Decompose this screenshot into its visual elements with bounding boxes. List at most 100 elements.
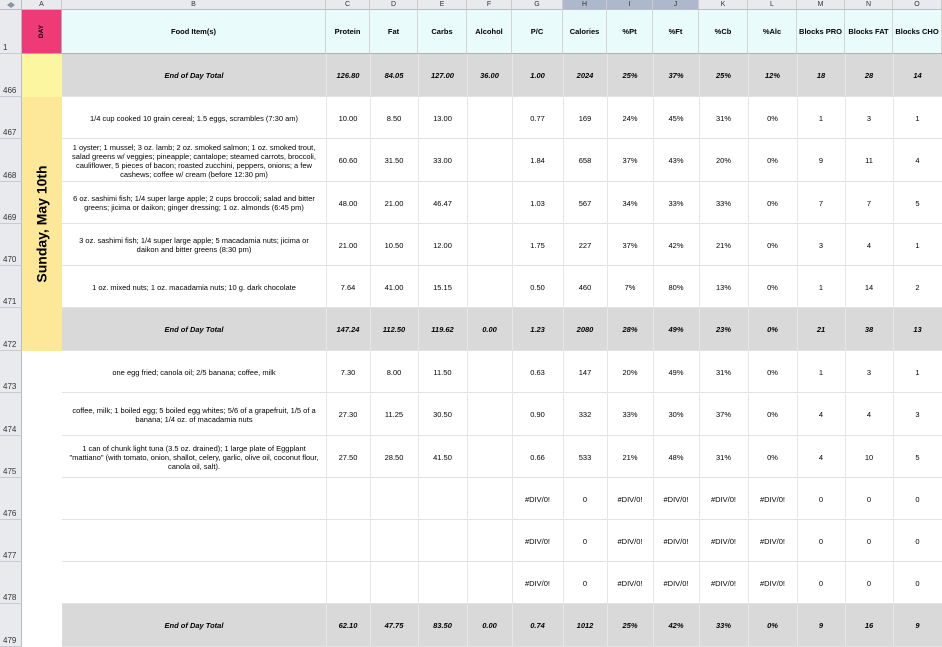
value-cell-n[interactable]: 14 bbox=[864, 282, 874, 292]
value-cell-n[interactable]: 0 bbox=[866, 578, 872, 588]
value-cell-d[interactable]: 41.00 bbox=[384, 282, 404, 292]
value-cell-h[interactable]: 1012 bbox=[576, 621, 594, 630]
column-header-g[interactable]: G bbox=[512, 0, 563, 10]
day-cell-a466[interactable] bbox=[22, 54, 62, 97]
value-cell-n[interactable]: 10 bbox=[864, 452, 874, 462]
header-cell-blocks-pro[interactable]: Blocks PRO bbox=[797, 10, 845, 54]
value-cell-k[interactable]: 13% bbox=[715, 282, 731, 292]
column-header-b[interactable]: B bbox=[62, 0, 326, 10]
value-cell-k[interactable]: 37% bbox=[715, 410, 731, 419]
value-cell-l[interactable]: 0% bbox=[767, 282, 778, 292]
value-cell-g[interactable]: 1.23 bbox=[530, 325, 545, 334]
value-cell-l[interactable]: #DIV/0! bbox=[759, 536, 785, 546]
value-cell-m[interactable]: 3 bbox=[818, 240, 824, 250]
value-cell-i[interactable]: 20% bbox=[622, 367, 638, 377]
value-cell-g[interactable]: 0.50 bbox=[530, 282, 545, 292]
select-all-corner[interactable] bbox=[0, 0, 22, 10]
value-cell-h[interactable]: 227 bbox=[578, 240, 592, 250]
value-cell-e[interactable] bbox=[418, 562, 467, 604]
header-cell-carbs[interactable]: Carbs bbox=[418, 10, 467, 54]
value-cell-o[interactable]: 1 bbox=[915, 367, 920, 377]
value-cell-d[interactable] bbox=[370, 478, 418, 520]
value-cell-h[interactable]: 567 bbox=[578, 198, 592, 208]
food-item-cell[interactable]: coffee, milk; 1 boiled egg; 5 boiled egg… bbox=[72, 405, 316, 424]
value-cell-c[interactable]: 27.30 bbox=[338, 410, 358, 419]
value-cell-o[interactable]: 0 bbox=[915, 578, 920, 588]
value-cell-i[interactable]: 33% bbox=[622, 410, 638, 419]
value-cell-c[interactable]: 10.00 bbox=[338, 113, 358, 123]
value-cell-o[interactable]: 2 bbox=[915, 282, 920, 292]
value-cell-c[interactable] bbox=[326, 520, 370, 562]
food-item-cell[interactable] bbox=[62, 562, 326, 604]
value-cell-k[interactable]: 31% bbox=[715, 113, 731, 123]
value-cell-g[interactable]: 0.74 bbox=[530, 621, 545, 630]
value-cell-h[interactable]: 533 bbox=[578, 452, 592, 462]
value-cell-e[interactable]: 11.50 bbox=[433, 367, 452, 377]
value-cell-n[interactable]: 0 bbox=[866, 494, 872, 504]
value-cell-d[interactable]: 28.50 bbox=[384, 452, 404, 462]
header-cell-food-item-s-[interactable]: Food Item(s) bbox=[62, 10, 326, 54]
value-cell-l[interactable]: 0% bbox=[767, 156, 778, 165]
value-cell-g[interactable]: 1.03 bbox=[530, 198, 545, 208]
value-cell-f[interactable] bbox=[467, 351, 512, 393]
value-cell-m[interactable]: 21 bbox=[816, 325, 826, 334]
food-item-cell[interactable] bbox=[62, 478, 326, 520]
value-cell-n[interactable]: 7 bbox=[866, 198, 872, 208]
header-cell-calories[interactable]: Calories bbox=[563, 10, 607, 54]
value-cell-m[interactable]: 0 bbox=[818, 536, 824, 546]
value-cell-d[interactable]: 84.05 bbox=[384, 71, 404, 80]
value-cell-o[interactable]: 13 bbox=[913, 325, 922, 334]
value-cell-k[interactable]: 20% bbox=[715, 156, 731, 165]
value-cell-l[interactable]: 0% bbox=[767, 452, 778, 462]
value-cell-k[interactable]: #DIV/0! bbox=[710, 536, 736, 546]
value-cell-m[interactable]: 0 bbox=[818, 494, 824, 504]
row-number[interactable]: 474 bbox=[0, 393, 22, 436]
value-cell-c[interactable]: 126.80 bbox=[336, 71, 360, 80]
value-cell-l[interactable]: 0% bbox=[767, 113, 778, 123]
header-cell--cb[interactable]: %Cb bbox=[699, 10, 748, 54]
value-cell-n[interactable]: 28 bbox=[864, 71, 874, 80]
value-cell-h[interactable]: 0 bbox=[582, 536, 588, 546]
value-cell-i[interactable]: 34% bbox=[622, 198, 638, 208]
food-item-cell[interactable]: 1 oz. mixed nuts; 1 oz. macadamia nuts; … bbox=[92, 282, 296, 292]
row-number[interactable]: 475 bbox=[0, 436, 22, 478]
value-cell-h[interactable]: 169 bbox=[578, 113, 592, 123]
value-cell-o[interactable]: 5 bbox=[915, 198, 920, 208]
value-cell-k[interactable]: 25% bbox=[715, 71, 731, 80]
value-cell-c[interactable]: 21.00 bbox=[338, 240, 358, 250]
column-header-j[interactable]: J bbox=[653, 0, 699, 10]
value-cell-g[interactable]: 0.63 bbox=[530, 367, 545, 377]
value-cell-l[interactable]: 0% bbox=[767, 240, 778, 250]
value-cell-i[interactable]: 25% bbox=[622, 621, 638, 630]
value-cell-f[interactable] bbox=[467, 224, 512, 266]
column-header-l[interactable]: L bbox=[748, 0, 797, 10]
value-cell-i[interactable]: 25% bbox=[622, 71, 638, 80]
column-header-e[interactable]: E bbox=[418, 0, 467, 10]
food-item-cell[interactable]: 1/4 cup cooked 10 grain cereal; 1.5 eggs… bbox=[89, 113, 299, 123]
row-number[interactable]: 478 bbox=[0, 562, 22, 604]
row-number[interactable]: 469 bbox=[0, 182, 22, 224]
value-cell-c[interactable]: 27.50 bbox=[338, 452, 358, 462]
column-header-k[interactable]: K bbox=[699, 0, 748, 10]
row-number[interactable]: 470 bbox=[0, 224, 22, 266]
value-cell-h[interactable]: 0 bbox=[582, 494, 588, 504]
header-cell-alcohol[interactable]: Alcohol bbox=[467, 10, 512, 54]
value-cell-n[interactable]: 11 bbox=[865, 156, 873, 165]
column-header-f[interactable]: F bbox=[467, 0, 512, 10]
value-cell-c[interactable]: 62.10 bbox=[338, 621, 358, 630]
header-cell--alc[interactable]: %Alc bbox=[748, 10, 797, 54]
value-cell-n[interactable]: 16 bbox=[864, 621, 874, 630]
value-cell-f[interactable]: 36.00 bbox=[480, 71, 499, 80]
value-cell-n[interactable]: 38 bbox=[864, 325, 874, 334]
value-cell-h[interactable]: 2080 bbox=[576, 325, 594, 334]
value-cell-o[interactable]: 14 bbox=[913, 71, 922, 80]
value-cell-f[interactable] bbox=[467, 393, 512, 436]
value-cell-j[interactable]: #DIV/0! bbox=[663, 536, 689, 546]
value-cell-d[interactable]: 47.75 bbox=[384, 621, 404, 630]
value-cell-e[interactable]: 15.15 bbox=[433, 282, 452, 292]
value-cell-c[interactable] bbox=[326, 478, 370, 520]
food-item-cell[interactable]: one egg fried; canola oil; 2/5 banana; c… bbox=[112, 367, 276, 377]
value-cell-j[interactable]: 43% bbox=[668, 156, 684, 165]
value-cell-d[interactable]: 10.50 bbox=[384, 240, 404, 250]
value-cell-e[interactable]: 41.50 bbox=[433, 452, 452, 462]
